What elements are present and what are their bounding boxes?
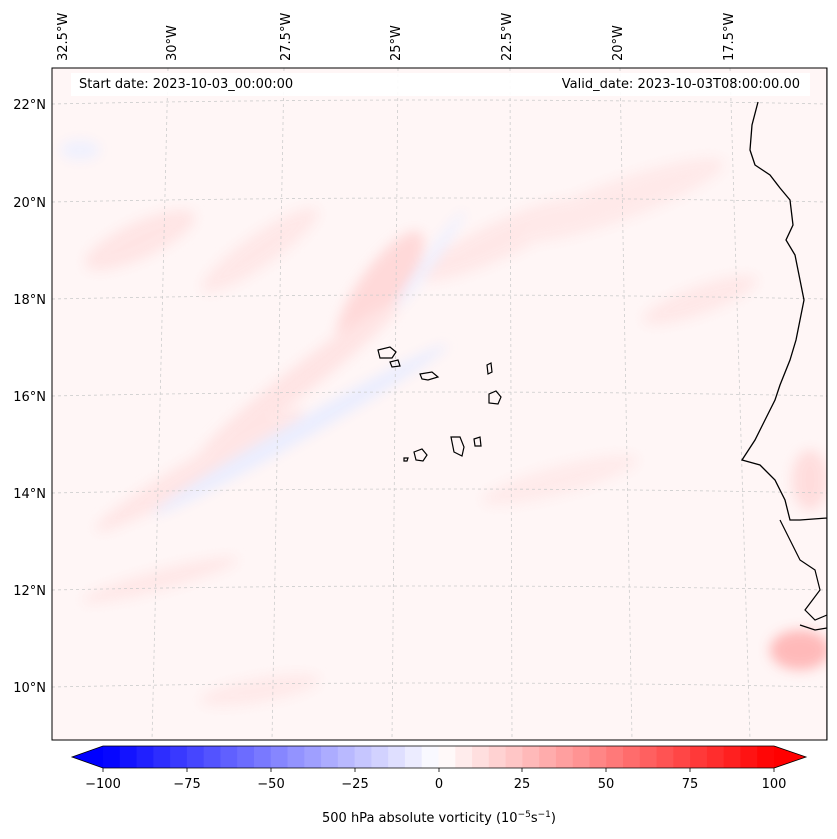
valid-date: Valid_date: 2023-10-03T08:00:00.00 xyxy=(561,77,800,92)
colorbar-segment xyxy=(404,746,423,768)
colorbar-segment xyxy=(103,746,121,768)
colorbar-tick-label: −75 xyxy=(173,777,200,792)
lon-label: 30°W xyxy=(165,25,180,61)
colorbar-tick-label: 50 xyxy=(598,777,615,792)
colorbar-tick-label: −100 xyxy=(85,777,121,792)
lon-label: 25°W xyxy=(389,25,404,61)
colorbar-segment xyxy=(690,746,708,768)
date-header: Start date: 2023-10-03_00:00:00 Valid_da… xyxy=(71,73,810,96)
colorbar-segment xyxy=(623,746,641,768)
start-date: Start date: 2023-10-03_00:00:00 xyxy=(79,77,294,92)
colorbar-segment xyxy=(136,746,154,768)
colorbar-segment xyxy=(706,746,725,768)
lon-label: 17.5°W xyxy=(722,13,737,61)
latitude-labels: 22°N 20°N 18°N 16°N 14°N 12°N 10°N xyxy=(13,98,46,696)
colorbar-segment xyxy=(656,746,674,768)
colorbar-segment xyxy=(539,746,557,768)
colorbar-segment xyxy=(354,746,373,768)
colorbar-tick-label: 0 xyxy=(435,777,443,792)
colorbar-segment xyxy=(220,746,238,768)
colorbar-segment xyxy=(270,746,289,768)
colorbar-segment xyxy=(673,746,691,768)
colorbar-segment xyxy=(253,746,272,768)
colorbar-segment xyxy=(639,746,658,768)
lat-label: 14°N xyxy=(13,487,46,502)
colorbar-segment xyxy=(337,746,356,768)
lat-label: 18°N xyxy=(13,293,46,308)
colorbar-segment xyxy=(304,746,322,768)
lat-label: 16°N xyxy=(13,390,46,405)
lon-label: 22.5°W xyxy=(500,13,515,61)
lat-label: 22°N xyxy=(13,98,46,113)
lat-label: 12°N xyxy=(13,584,46,599)
colorbar-tick-label: 75 xyxy=(682,777,699,792)
colorbar-segment xyxy=(757,746,775,768)
colorbar-segment xyxy=(237,746,255,768)
lat-label: 20°N xyxy=(13,196,46,211)
colorbar-tick-label: −50 xyxy=(257,777,284,792)
colorbar-segment xyxy=(170,746,188,768)
colorbar-tick-label: 100 xyxy=(762,777,787,792)
colorbar-segment xyxy=(287,746,305,768)
lon-label: 20°W xyxy=(611,25,626,61)
cape-verde-islands xyxy=(377,346,502,462)
colorbar-segment xyxy=(321,746,339,768)
colorbar-segment xyxy=(371,746,389,768)
colorbar-max-extend xyxy=(774,746,806,768)
colorbar-tick-label: 25 xyxy=(514,777,531,792)
colorbar-segment xyxy=(203,746,222,768)
colorbar-segment xyxy=(421,746,440,768)
colorbar-segment xyxy=(723,746,742,768)
colorbar: −100 −75 −50 −25 0 25 50 75 100 500 hPa … xyxy=(70,745,808,826)
colorbar-segment xyxy=(589,746,607,768)
colorbar-segment xyxy=(522,746,540,768)
lon-label: 27.5°W xyxy=(279,13,294,61)
colorbar-segment xyxy=(438,746,456,768)
colorbar-ticks xyxy=(102,768,775,772)
colorbar-segment xyxy=(455,746,473,768)
longitude-labels: 32.5°W 30°W 27.5°W 25°W 22.5°W 20°W 17.5… xyxy=(56,13,737,61)
colorbar-segment xyxy=(740,746,758,768)
colorbar-segment xyxy=(472,746,490,768)
vorticity-field xyxy=(52,68,827,740)
africa-coastline xyxy=(740,68,827,740)
colorbar-segment xyxy=(488,746,507,768)
colorbar-segment xyxy=(555,746,574,768)
colorbar-tick-label: −25 xyxy=(341,777,368,792)
graticule xyxy=(52,68,827,740)
colorbar-segment xyxy=(186,746,205,768)
map-frame xyxy=(51,67,828,741)
colorbar-segment xyxy=(119,746,138,768)
colorbar-label: 500 hPa absolute vorticity (10−5s−1) xyxy=(322,810,556,826)
colorbar-segment xyxy=(388,746,406,768)
colorbar-segment xyxy=(606,746,624,768)
lat-label: 10°N xyxy=(13,681,46,696)
colorbar-segments xyxy=(103,746,775,768)
colorbar-segment xyxy=(153,746,171,768)
lon-label: 32.5°W xyxy=(56,13,71,61)
colorbar-min-extend xyxy=(72,746,103,768)
colorbar-segment xyxy=(572,746,591,768)
colorbar-segment xyxy=(505,746,523,768)
